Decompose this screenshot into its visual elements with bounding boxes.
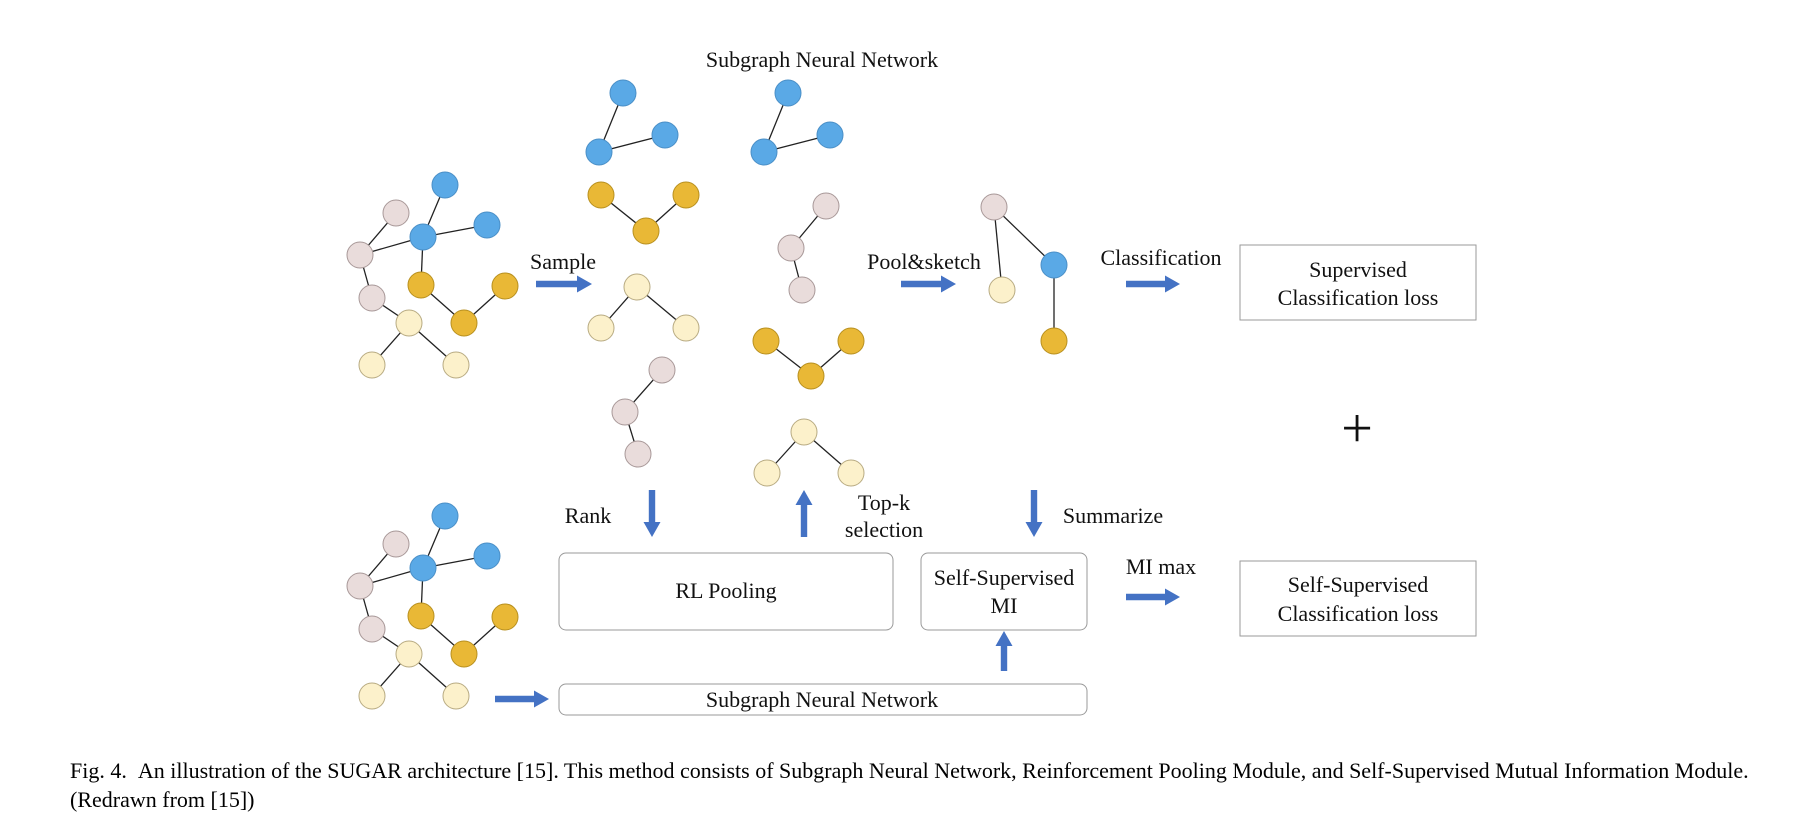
self-supervised-mi-box bbox=[920, 552, 1088, 631]
supervised-loss-line2: Classification loss bbox=[1278, 285, 1439, 310]
sampled-pink-node bbox=[648, 356, 676, 384]
input-graph-bottom-node bbox=[491, 603, 519, 631]
input-graph-bottom-node bbox=[473, 542, 501, 570]
input-to-snn-arrow bbox=[495, 690, 549, 708]
classification-arrow bbox=[1126, 275, 1180, 293]
figure-caption: Fig. 4. An illustration of the SUGAR arc… bbox=[70, 756, 1750, 814]
self-supervised-mi-line1: Self-Supervised bbox=[934, 565, 1075, 590]
mi-up-arrow bbox=[995, 631, 1013, 671]
selected-pink-node bbox=[788, 276, 816, 304]
mi-max-label: MI max bbox=[1126, 554, 1196, 579]
sampled-blue-node bbox=[651, 121, 679, 149]
topk-label-line2: selection bbox=[845, 517, 923, 542]
sampled-gold-node bbox=[672, 181, 700, 209]
sampled-cream-node bbox=[587, 314, 615, 342]
sampled-gold-node bbox=[632, 217, 660, 245]
input-graph-node bbox=[473, 211, 501, 239]
sugar-architecture-diagram: Subgraph Neural Network Sample Pool&sket… bbox=[346, 47, 1477, 716]
topk-label-line1: Top-k bbox=[858, 490, 910, 515]
input-graph-node bbox=[409, 223, 437, 251]
input-graph-bottom-node bbox=[346, 572, 374, 600]
input-graph-bottom-node bbox=[382, 530, 410, 558]
sampled-blue-node bbox=[609, 79, 637, 107]
sampled-blue-node bbox=[585, 138, 613, 166]
input-graph-node bbox=[450, 309, 478, 337]
self-supervised-loss-box bbox=[1239, 560, 1477, 637]
rl-pooling-label: RL Pooling bbox=[675, 578, 776, 603]
mi-max-arrow bbox=[1126, 588, 1180, 606]
pool-sketch-label: Pool&sketch bbox=[867, 249, 981, 274]
selected-cream-node bbox=[790, 418, 818, 446]
selected-blue-node bbox=[774, 79, 802, 107]
sketch-graph-node bbox=[1040, 327, 1068, 355]
input-graph-bottom-node bbox=[407, 602, 435, 630]
self-supervised-loss-line2: Classification loss bbox=[1278, 601, 1439, 626]
subgraph-nn-bottom-box bbox=[558, 683, 1088, 716]
sketch-graph-edge bbox=[993, 206, 1003, 291]
sketch-graph-node bbox=[988, 276, 1016, 304]
sample-label: Sample bbox=[530, 249, 596, 274]
figure-number: Fig. 4. bbox=[70, 758, 127, 783]
input-graph-bottom-node bbox=[358, 615, 386, 643]
selected-gold-node bbox=[837, 327, 865, 355]
rank-label: Rank bbox=[565, 503, 611, 528]
pool-sketch-arrow bbox=[901, 275, 956, 293]
caption-text: An illustration of the SUGAR architectur… bbox=[70, 758, 1749, 812]
flow-arrows bbox=[495, 275, 1180, 708]
sampled-cream-node bbox=[672, 314, 700, 342]
selected-cream-node bbox=[753, 459, 781, 487]
input-graph-bottom-node bbox=[395, 640, 423, 668]
rl-pooling-box bbox=[558, 552, 894, 631]
selected-pink-node bbox=[777, 234, 805, 262]
topk-arrow bbox=[795, 490, 813, 537]
subgraph-nn-top-label: Subgraph Neural Network bbox=[706, 47, 938, 72]
summarize-arrow bbox=[1025, 490, 1043, 537]
sampled-cream-node bbox=[623, 273, 651, 301]
subgraph-nn-bottom-label: Subgraph Neural Network bbox=[706, 687, 938, 712]
input-graph-node bbox=[395, 309, 423, 337]
sampled-pink-node bbox=[624, 440, 652, 468]
sketch-graph-edge bbox=[993, 206, 1055, 266]
sketch-graph-node bbox=[1040, 251, 1068, 279]
input-graph-node bbox=[346, 241, 374, 269]
self-supervised-mi-line2: MI bbox=[991, 593, 1018, 618]
input-graph-bottom-node bbox=[409, 554, 437, 582]
plus-sign: + bbox=[1341, 398, 1373, 460]
sampled-pink-node bbox=[611, 398, 639, 426]
supervised-loss-box bbox=[1239, 244, 1477, 321]
selected-pink-node bbox=[812, 192, 840, 220]
input-graph-bottom-node bbox=[431, 502, 459, 530]
selected-blue-node bbox=[816, 121, 844, 149]
input-graph-node bbox=[491, 272, 519, 300]
input-graph-node bbox=[407, 271, 435, 299]
input-graph-node bbox=[382, 199, 410, 227]
selected-gold-node bbox=[797, 362, 825, 390]
rank-arrow bbox=[643, 490, 661, 537]
sampled-gold-node bbox=[587, 181, 615, 209]
input-graph-bottom-node bbox=[358, 682, 386, 710]
summarize-label: Summarize bbox=[1063, 503, 1163, 528]
input-graph-bottom-node bbox=[450, 640, 478, 668]
input-graph-node bbox=[431, 171, 459, 199]
self-supervised-loss-line1: Self-Supervised bbox=[1288, 572, 1429, 597]
selected-gold-node bbox=[752, 327, 780, 355]
input-graph-bottom-node bbox=[442, 682, 470, 710]
selected-cream-node bbox=[837, 459, 865, 487]
supervised-loss-line1: Supervised bbox=[1309, 257, 1407, 282]
classification-label: Classification bbox=[1101, 245, 1222, 270]
graph-nodes bbox=[346, 79, 1068, 710]
sketch-graph-node bbox=[980, 193, 1008, 221]
input-graph-node bbox=[442, 351, 470, 379]
input-graph-node bbox=[358, 284, 386, 312]
selected-blue-node bbox=[750, 138, 778, 166]
input-graph-node bbox=[358, 351, 386, 379]
sample-arrow bbox=[536, 275, 592, 293]
